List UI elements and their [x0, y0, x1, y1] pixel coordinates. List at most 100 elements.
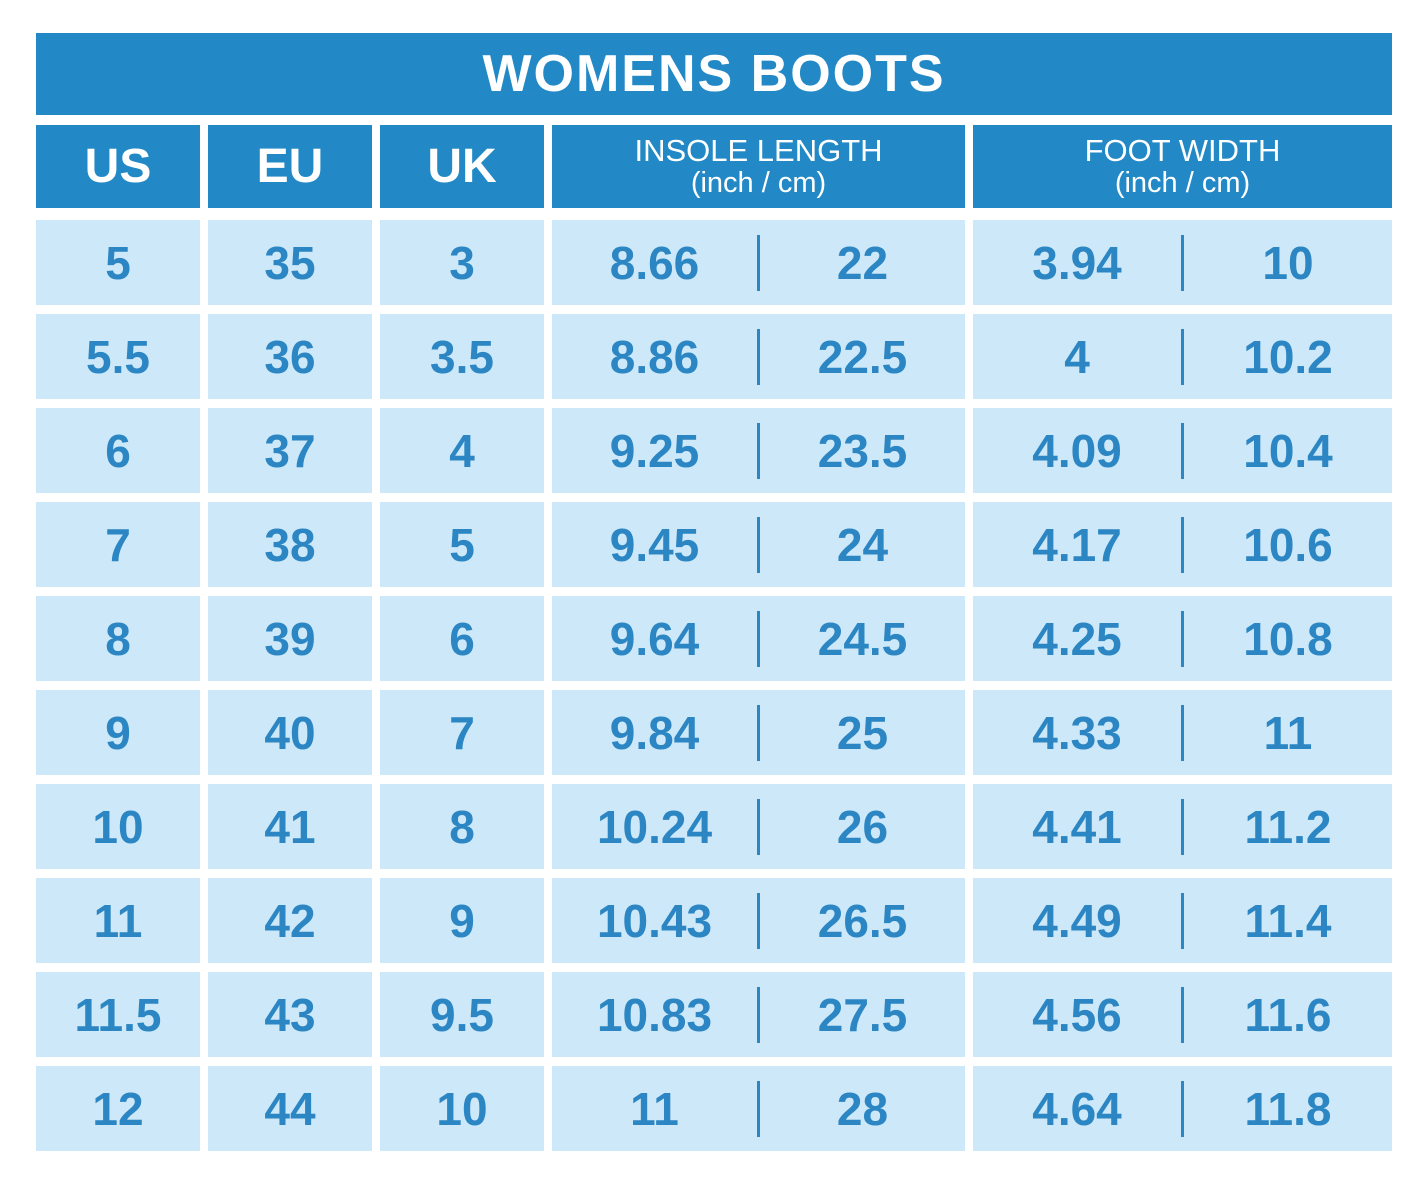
insole-length-cm-value: 22.5 — [817, 330, 908, 383]
insole-length-inch-value: 9.45 — [609, 518, 700, 571]
table-row: 10 41 8 10.24 26 4.41 11.2 — [36, 784, 1392, 869]
us-size-cell: 9 — [36, 690, 200, 775]
us-size-cell: 11.5 — [36, 972, 200, 1057]
foot-width-cm-value: 10.2 — [1243, 330, 1333, 383]
eu-size-cell: 41 — [208, 784, 372, 869]
foot-width-cell: 4.56 11.6 — [973, 972, 1392, 1057]
insole-length-inch-value: 9.25 — [609, 424, 700, 477]
column-header-insole-length: INSOLE LENGTH (inch / cm) — [552, 125, 965, 208]
table-body: 5 35 3 8.66 22 3.94 10 5.5 36 3.5 8.86 2… — [36, 220, 1392, 1151]
insole-length-cm-value: 28 — [836, 1082, 889, 1135]
us-size-cell: 11 — [36, 878, 200, 963]
insole-length-cm-value: 24 — [836, 518, 889, 571]
insole-length-cm-value: 27.5 — [817, 988, 908, 1041]
insole-length-inch-value: 10.43 — [596, 894, 713, 947]
foot-width-inch-value: 4.41 — [1032, 800, 1122, 853]
table-row: 11 42 9 10.43 26.5 4.49 11.4 — [36, 878, 1392, 963]
eu-size-cell: 38 — [208, 502, 372, 587]
foot-width-cell: 4.25 10.8 — [973, 596, 1392, 681]
insole-length-cm-value: 22 — [836, 236, 889, 289]
insole-length-cell: 8.86 22.5 — [552, 314, 965, 399]
foot-width-cm-value: 11.4 — [1244, 894, 1332, 947]
insole-length-cell: 11 28 — [552, 1066, 965, 1151]
inch-cm-divider — [757, 986, 760, 1043]
insole-length-inch-value: 8.86 — [609, 330, 700, 383]
column-header-insole-length-label: INSOLE LENGTH — [634, 132, 883, 168]
foot-width-inch-value: 4.56 — [1032, 988, 1122, 1041]
inch-cm-divider — [757, 1080, 760, 1137]
inch-cm-divider — [757, 516, 760, 573]
insole-length-cm-value: 25 — [836, 706, 889, 759]
foot-width-cm-value: 11.8 — [1244, 1082, 1332, 1135]
eu-size-cell: 40 — [208, 690, 372, 775]
insole-length-cell: 9.84 25 — [552, 690, 965, 775]
inch-cm-divider — [757, 234, 760, 291]
us-size-cell: 12 — [36, 1066, 200, 1151]
eu-size-cell: 35 — [208, 220, 372, 305]
inch-cm-divider — [1181, 892, 1184, 949]
us-size-cell: 5.5 — [36, 314, 200, 399]
inch-cm-divider — [1181, 986, 1184, 1043]
insole-length-inch-value: 9.84 — [609, 706, 700, 759]
inch-cm-divider — [757, 704, 760, 761]
inch-cm-divider — [757, 328, 760, 385]
uk-size-cell: 9 — [380, 878, 544, 963]
foot-width-cell: 4.09 10.4 — [973, 408, 1392, 493]
column-header-uk-label: UK — [427, 140, 497, 193]
us-size-cell: 8 — [36, 596, 200, 681]
insole-length-cm-value: 26.5 — [817, 894, 908, 947]
inch-cm-divider — [757, 422, 760, 479]
foot-width-cell: 4.33 11 — [973, 690, 1392, 775]
foot-width-cm-value: 11 — [1263, 706, 1313, 759]
uk-size-cell: 7 — [380, 690, 544, 775]
us-size-cell: 6 — [36, 408, 200, 493]
table-row: 11.5 43 9.5 10.83 27.5 4.56 11.6 — [36, 972, 1392, 1057]
foot-width-inch-value: 4 — [1064, 330, 1090, 383]
table-row: 6 37 4 9.25 23.5 4.09 10.4 — [36, 408, 1392, 493]
foot-width-inch-value: 3.94 — [1032, 236, 1122, 289]
table-header-row: US EU UK INSOLE LENGTH (inch / cm) FOOT … — [36, 125, 1392, 208]
size-chart: WOMENS BOOTS US EU UK INSOLE LENGTH (inc… — [36, 33, 1392, 1151]
foot-width-inch-value: 4.33 — [1032, 706, 1122, 759]
eu-size-cell: 44 — [208, 1066, 372, 1151]
inch-cm-divider — [1181, 610, 1184, 667]
eu-size-cell: 39 — [208, 596, 372, 681]
column-header-eu: EU — [208, 125, 372, 208]
foot-width-cm-value: 11.2 — [1244, 800, 1332, 853]
uk-size-cell: 10 — [380, 1066, 544, 1151]
chart-title-bar: WOMENS BOOTS — [36, 33, 1392, 115]
table-row: 8 39 6 9.64 24.5 4.25 10.8 — [36, 596, 1392, 681]
uk-size-cell: 9.5 — [380, 972, 544, 1057]
insole-length-cell: 9.64 24.5 — [552, 596, 965, 681]
insole-length-cell: 8.66 22 — [552, 220, 965, 305]
uk-size-cell: 3 — [380, 220, 544, 305]
uk-size-cell: 5 — [380, 502, 544, 587]
chart-title: WOMENS BOOTS — [482, 45, 946, 103]
table-row: 5.5 36 3.5 8.86 22.5 4 10.2 — [36, 314, 1392, 399]
insole-length-cell: 10.83 27.5 — [552, 972, 965, 1057]
insole-length-inch-value: 9.64 — [609, 612, 700, 665]
insole-length-cm-value: 23.5 — [817, 424, 908, 477]
column-header-insole-length-unit: (inch / cm) — [690, 166, 827, 199]
table-row: 5 35 3 8.66 22 3.94 10 — [36, 220, 1392, 305]
foot-width-cell: 4.17 10.6 — [973, 502, 1392, 587]
column-header-uk: UK — [380, 125, 544, 208]
eu-size-cell: 43 — [208, 972, 372, 1057]
inch-cm-divider — [1181, 1080, 1184, 1137]
foot-width-cell: 4 10.2 — [973, 314, 1392, 399]
eu-size-cell: 37 — [208, 408, 372, 493]
insole-length-inch-value: 10.83 — [596, 988, 713, 1041]
foot-width-inch-value: 4.25 — [1032, 612, 1122, 665]
column-header-us: US — [36, 125, 200, 208]
us-size-cell: 7 — [36, 502, 200, 587]
uk-size-cell: 4 — [380, 408, 544, 493]
foot-width-cell: 4.41 11.2 — [973, 784, 1392, 869]
inch-cm-divider — [1181, 422, 1184, 479]
foot-width-inch-value: 4.49 — [1032, 894, 1122, 947]
foot-width-cm-value: 10.4 — [1243, 424, 1333, 477]
inch-cm-divider — [1181, 798, 1184, 855]
inch-cm-divider — [757, 892, 760, 949]
column-header-us-label: US — [84, 140, 152, 193]
insole-length-inch-value: 10.24 — [596, 800, 713, 853]
insole-length-cell: 9.25 23.5 — [552, 408, 965, 493]
